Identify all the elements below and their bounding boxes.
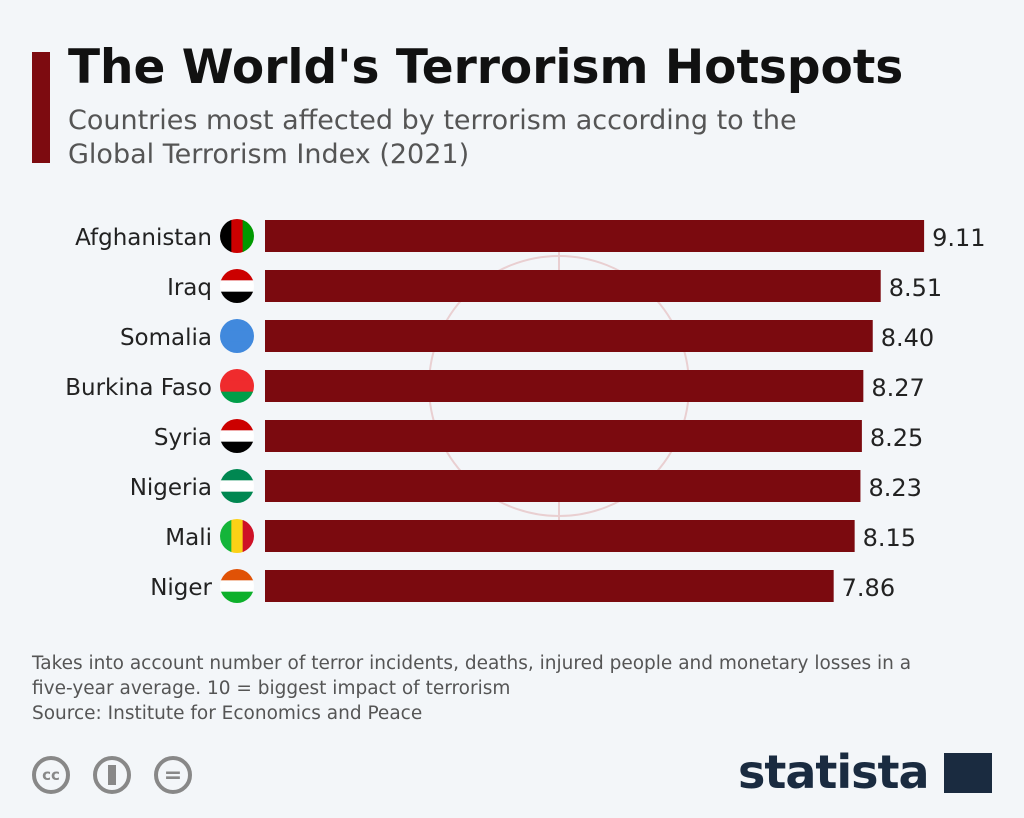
value-label: 7.86 bbox=[842, 574, 895, 602]
category-label: Nigeria bbox=[130, 475, 212, 501]
bar bbox=[265, 470, 861, 502]
bar bbox=[265, 520, 855, 552]
value-label: 8.25 bbox=[870, 424, 923, 452]
value-label: 8.40 bbox=[881, 324, 934, 352]
flag-icon bbox=[220, 369, 254, 403]
flag-icon bbox=[220, 319, 254, 353]
flag-icon bbox=[220, 269, 254, 303]
cc-icon[interactable]: cc bbox=[32, 756, 70, 794]
statista-logo[interactable]: statista bbox=[738, 745, 930, 799]
bar bbox=[265, 420, 862, 452]
attribution-icon[interactable] bbox=[93, 756, 131, 794]
value-label: 9.11 bbox=[932, 224, 985, 252]
bar bbox=[265, 220, 925, 252]
chart-subtitle: Countries most affected by terrorism acc… bbox=[68, 105, 797, 170]
flag-icon bbox=[220, 469, 254, 503]
category-label: Niger bbox=[150, 575, 212, 601]
chart-title: The World's Terrorism Hotspots bbox=[68, 40, 904, 95]
flag-icon bbox=[220, 419, 254, 453]
flag-icon bbox=[220, 219, 254, 253]
bar bbox=[265, 570, 834, 602]
bar bbox=[265, 370, 864, 402]
footnote: Takes into account number of terror inci… bbox=[32, 651, 932, 726]
category-label: Syria bbox=[154, 425, 212, 451]
category-label: Afghanistan bbox=[75, 225, 212, 251]
methodology-note: Takes into account number of terror inci… bbox=[32, 653, 912, 699]
category-label: Iraq bbox=[167, 275, 212, 301]
value-label: 8.15 bbox=[863, 524, 916, 552]
bar-chart: Afghanistan 9.11 Iraq 8.51 Somalia 8.40 Burkin… bbox=[65, 219, 986, 603]
bar bbox=[265, 270, 881, 302]
value-label: 8.27 bbox=[871, 374, 924, 402]
source-text: Source: Institute for Economics and Peac… bbox=[32, 703, 423, 724]
flag-icon bbox=[220, 519, 254, 553]
category-label: Mali bbox=[165, 525, 212, 551]
no-derivatives-icon[interactable]: = bbox=[154, 756, 192, 794]
bar bbox=[265, 320, 873, 352]
category-label: Somalia bbox=[120, 325, 212, 351]
title-accent-bar bbox=[32, 52, 50, 163]
category-label: Burkina Faso bbox=[65, 375, 212, 401]
flag-icon bbox=[220, 569, 254, 603]
value-label: 8.51 bbox=[889, 274, 942, 302]
value-label: 8.23 bbox=[868, 474, 921, 502]
statista-logo-mark bbox=[944, 753, 992, 793]
